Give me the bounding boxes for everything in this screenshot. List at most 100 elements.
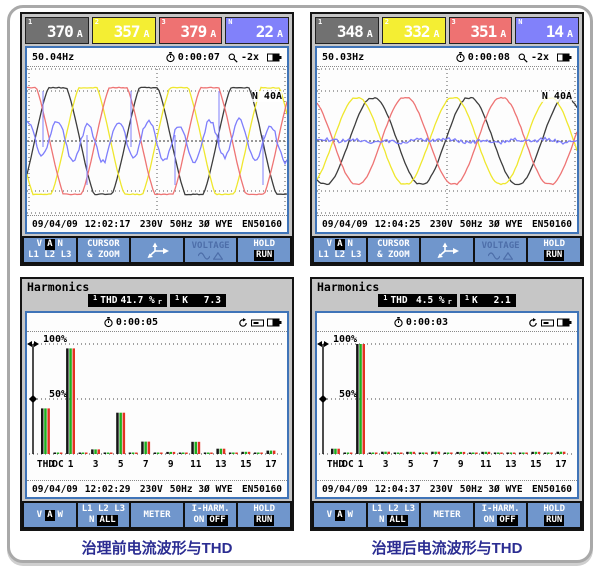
battery-icon xyxy=(557,53,572,62)
current-unit: A xyxy=(500,29,507,40)
phase-tag: 3 xyxy=(451,18,456,26)
phasor-triangle-icon xyxy=(503,251,514,260)
svg-text:15: 15 xyxy=(530,459,542,470)
current-unit: A xyxy=(76,29,83,40)
phase-tag: 1 xyxy=(318,18,323,26)
softkey-hold-run[interactable]: HOLD RUN xyxy=(528,238,580,262)
reading-phase-2: 2 332 A xyxy=(381,17,446,44)
softkey-label-active: ALL xyxy=(97,515,118,526)
softkey-meter[interactable]: METER xyxy=(131,503,183,527)
svg-text:5: 5 xyxy=(118,459,124,470)
softkey-hold-run[interactable]: HOLD RUN xyxy=(238,238,290,262)
harmonics-header: Harmonics 1 THD 4.5 % r 1 K 2.1 xyxy=(312,279,582,311)
channel-superscript: 1 xyxy=(464,294,470,302)
svg-text:9: 9 xyxy=(458,459,464,470)
svg-text:17: 17 xyxy=(555,459,566,470)
phase-tag: N xyxy=(228,18,233,26)
elapsed-timer: 0:00:03 xyxy=(394,317,448,328)
softkey-label: & ZOOM xyxy=(377,250,410,260)
softkey-cursor-zoom[interactable]: CURSOR & ZOOM xyxy=(367,238,420,262)
current-unit: A xyxy=(143,29,150,40)
svg-text:3: 3 xyxy=(383,459,389,470)
softkey-label: ON xyxy=(193,515,205,525)
power-analyzer-harmonics-panel: Harmonics 1 THD 4.5 % r 1 K 2.1 xyxy=(310,277,584,531)
status-date: 09/04/09 xyxy=(32,218,78,230)
softkey-label-active: RUN xyxy=(544,250,565,261)
softkey-label: N xyxy=(379,515,385,525)
status-time: 12:04:25 xyxy=(374,218,421,230)
kfactor-value: 2.1 xyxy=(493,295,511,306)
harmonics-title: Harmonics xyxy=(317,280,380,294)
current-unit: A xyxy=(433,29,440,40)
status-date: 09/04/09 xyxy=(322,218,368,230)
softkey-label: & ZOOM xyxy=(87,250,120,260)
screen-info-row: 50.03Hz 0:00:08 -2x xyxy=(317,48,577,67)
svg-text:5: 5 xyxy=(408,459,414,470)
softkey-label: METER xyxy=(143,509,171,520)
scope-panel-before: 1 370 A 2 357 A 3 379 A N 22 A 50.04Hz xyxy=(20,12,294,266)
phase-tag: N xyxy=(518,18,523,26)
softkey-phase-select[interactable]: L1 L2 L3 N ALL xyxy=(77,503,130,527)
softkey-cursor-zoom[interactable]: CURSOR & ZOOM xyxy=(77,238,130,262)
elapsed-timer: 0:00:08 xyxy=(456,52,510,63)
softkey-label-active: RUN xyxy=(254,250,275,261)
softkey-iharm-toggle[interactable]: I-HARM. ON OFF xyxy=(184,503,237,527)
softkey-voltage[interactable]: VOLTAGE xyxy=(474,238,527,262)
kfactor-readout: 1 K 7.3 xyxy=(169,294,226,307)
softkey-label: HOLD xyxy=(543,239,566,249)
cursor-arrows-icon xyxy=(437,242,459,258)
softkey-hold-run[interactable]: HOLD RUN xyxy=(528,503,580,527)
status-standard: EN50160 xyxy=(241,483,282,495)
svg-text:11: 11 xyxy=(190,459,202,470)
reading-phase-3: 3 379 A xyxy=(158,17,223,44)
channel-superscript: 1 xyxy=(383,294,388,302)
softkey-meter[interactable]: METER xyxy=(421,503,473,527)
current-value: 348 xyxy=(336,22,364,41)
softkey-voltage[interactable]: VOLTAGE xyxy=(184,238,237,262)
harmonics-header: Harmonics 1 THD 41.7 % r 1 K 7.3 xyxy=(22,279,292,311)
svg-text:100%: 100% xyxy=(333,334,357,345)
reading-neutral: N 14 A xyxy=(515,17,579,44)
softkey-label: N xyxy=(89,515,95,525)
phasor-triangle-icon xyxy=(213,251,224,260)
harmonics-panel-after: Harmonics 1 THD 4.5 % r 1 K 2.1 xyxy=(310,277,584,531)
stopwatch-icon xyxy=(166,52,175,63)
softkey-label-active: A xyxy=(335,509,345,521)
softkey-move-cursor[interactable] xyxy=(421,238,473,262)
frequency-readout: 50.03Hz xyxy=(322,52,365,63)
kfactor-value: 7.3 xyxy=(203,295,221,306)
softkey-label-active: A xyxy=(335,239,345,250)
memory-card-icon xyxy=(251,319,264,326)
stopwatch-icon xyxy=(394,317,403,328)
softkey-label: METER xyxy=(433,509,461,520)
zoom-value: -2x xyxy=(530,52,549,63)
status-voltage: 230V xyxy=(429,218,453,230)
reading-phase-1: 1 348 A xyxy=(315,17,379,44)
softkey-label: V xyxy=(326,509,333,520)
status-standard: EN50160 xyxy=(241,218,282,230)
waveform-display: N 40A xyxy=(27,67,287,215)
softkey-phase-select[interactable]: L1 L2 L3 N ALL xyxy=(367,503,420,527)
softkey-move-cursor[interactable] xyxy=(131,238,183,262)
timer-value: 0:00:03 xyxy=(405,317,449,328)
reading-phase-3: 3 351 A xyxy=(448,17,513,44)
battery-icon xyxy=(267,53,282,62)
softkey-hold-run[interactable]: HOLD RUN xyxy=(238,503,290,527)
softkey-iharm-toggle[interactable]: I-HARM. ON OFF xyxy=(474,503,527,527)
reading-phase-2: 2 357 A xyxy=(91,17,156,44)
status-time: 12:02:17 xyxy=(84,218,131,230)
sine-wave-icon xyxy=(198,251,211,260)
softkey-label: VOLTAGE xyxy=(481,240,520,251)
svg-text:17: 17 xyxy=(265,459,276,470)
zoom-value: -2x xyxy=(240,52,259,63)
current-value: 357 xyxy=(113,22,141,41)
phase-current-readings-bar: 1 370 A 2 357 A 3 379 A N 22 A xyxy=(22,14,292,46)
softkey-label-active: A xyxy=(45,239,55,250)
status-voltage: 230V xyxy=(139,218,163,230)
